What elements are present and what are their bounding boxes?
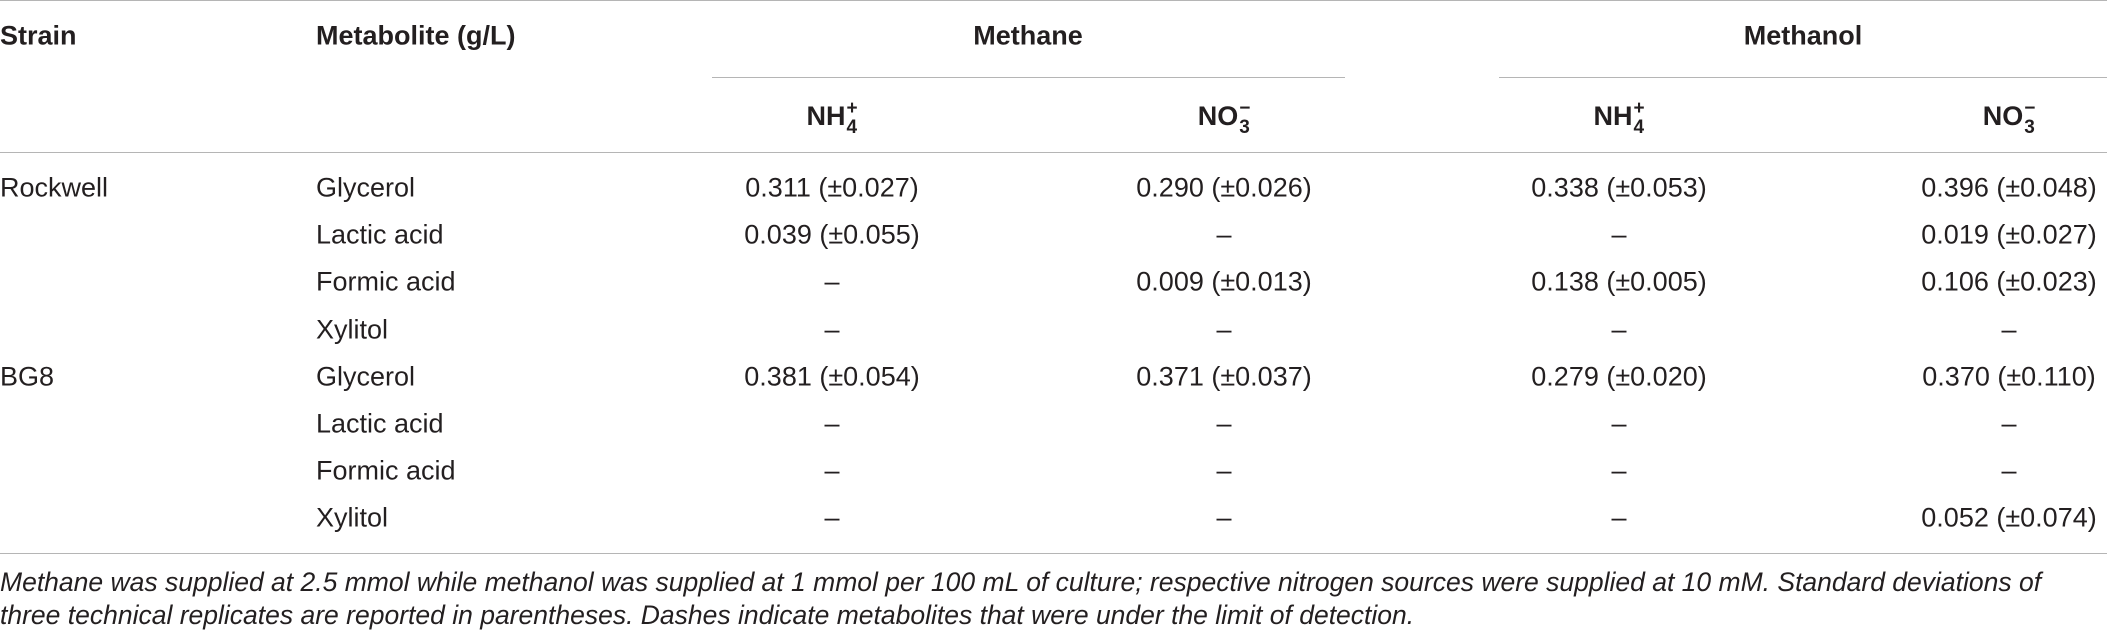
metabolite: Xylitol <box>316 314 389 345</box>
superscript: + <box>846 98 858 119</box>
value-cell: 0.396 (±0.048) <box>1921 172 2097 203</box>
subscript: 3 <box>1239 117 1250 138</box>
value-cell: 0.138 (±0.005) <box>1531 266 1707 297</box>
superscript: + <box>1633 98 1645 119</box>
value-cell: – <box>824 502 840 533</box>
value-cell: 0.052 (±0.074) <box>1921 502 2097 533</box>
column-header: Metabolite (g/L) <box>316 20 516 51</box>
value-cell: – <box>2001 314 2017 345</box>
subheader: NO −3 <box>1198 99 1251 137</box>
metabolite: Formic acid <box>316 266 456 297</box>
metabolite: Lactic acid <box>316 408 444 439</box>
value-cell: 0.311 (±0.027) <box>745 172 919 203</box>
value-cell: – <box>1216 314 1232 345</box>
header-rule <box>0 152 2107 153</box>
value-cell: 0.371 (±0.037) <box>1136 361 1312 392</box>
value-cell: – <box>824 455 840 486</box>
value-cell: 0.279 (±0.020) <box>1531 361 1707 392</box>
strain: Rockwell <box>0 172 109 203</box>
value-cell: 0.381 (±0.054) <box>744 361 920 392</box>
group-header: Methanol <box>1743 20 1863 51</box>
subheader: NH +4 <box>806 99 857 137</box>
subscript: 4 <box>846 117 858 138</box>
value-cell: 0.019 (±0.027) <box>1921 219 2097 250</box>
value-cell: – <box>1216 219 1232 250</box>
subheader-base: NH <box>806 101 846 132</box>
strain: BG8 <box>0 361 55 392</box>
group-header: Methane <box>973 20 1083 51</box>
metabolite: Glycerol <box>316 361 416 392</box>
value-cell: – <box>1611 502 1627 533</box>
subscript: 3 <box>2024 117 2035 138</box>
column-header: Strain <box>0 20 77 51</box>
value-cell: – <box>2001 408 2017 439</box>
subheader-base: NO <box>1982 101 2024 132</box>
value-cell: – <box>1216 408 1232 439</box>
value-cell: – <box>2001 455 2017 486</box>
metabolite: Lactic acid <box>316 219 444 250</box>
footnote: Methane was supplied at 2.5 mmol while m… <box>0 567 2042 630</box>
group-rule <box>1499 77 2107 78</box>
subscript: 4 <box>1633 117 1645 138</box>
superscript: − <box>2024 98 2036 119</box>
value-cell: – <box>824 266 840 297</box>
subheader-index: +4 <box>1633 99 1644 137</box>
subheader-base: NH <box>1593 101 1633 132</box>
value-cell: 0.290 (±0.026) <box>1136 172 1312 203</box>
bottom-rule <box>0 553 2107 554</box>
value-cell: 0.039 (±0.055) <box>744 219 920 250</box>
superscript: − <box>1239 98 1251 119</box>
subheader: NO −3 <box>1983 99 2036 137</box>
value-cell: 0.009 (±0.013) <box>1136 266 1312 297</box>
subheader-index: +4 <box>846 99 857 137</box>
subheader-index: −3 <box>1239 99 1250 137</box>
value-cell: 0.338 (±0.053) <box>1531 172 1707 203</box>
value-cell: 0.106 (±0.023) <box>1921 266 2097 297</box>
value-cell: – <box>1611 219 1627 250</box>
top-rule <box>0 0 2107 1</box>
value-cell: – <box>1216 502 1232 533</box>
value-cell: – <box>1216 455 1232 486</box>
metabolite: Glycerol <box>316 172 416 203</box>
subheader: NH +4 <box>1593 99 1644 137</box>
subheader-index: −3 <box>2024 99 2035 137</box>
value-cell: – <box>1611 314 1627 345</box>
group-rule <box>712 77 1345 78</box>
value-cell: – <box>824 314 840 345</box>
value-cell: – <box>824 408 840 439</box>
metabolite: Formic acid <box>316 455 456 486</box>
value-cell: – <box>1611 408 1627 439</box>
subheader-base: NO <box>1197 101 1239 132</box>
metabolite: Xylitol <box>316 502 389 533</box>
value-cell: – <box>1611 455 1627 486</box>
value-cell: 0.370 (±0.110) <box>1922 361 2096 392</box>
